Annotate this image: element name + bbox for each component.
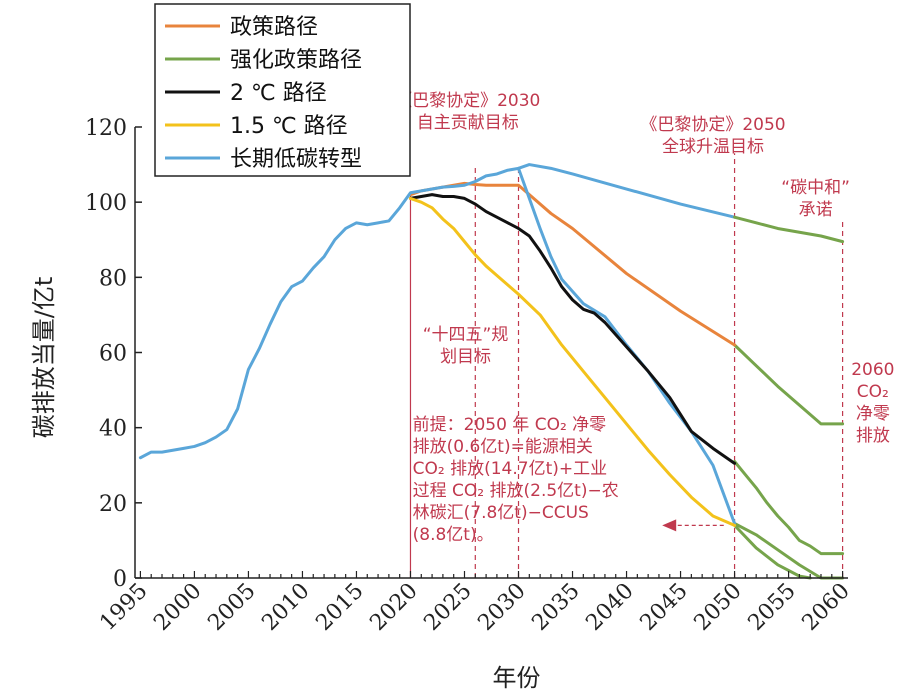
- legend-label-1: 强化政策路径: [230, 48, 362, 73]
- y-tick-label: 0: [113, 567, 127, 592]
- y-tick-label: 80: [99, 266, 127, 291]
- premise-arrow-head: [662, 519, 677, 532]
- y-tick-label: 60: [99, 342, 127, 367]
- y-tick-label: 40: [99, 417, 127, 442]
- series-line-0: [408, 181, 737, 347]
- x-tick-label: 2035: [527, 579, 584, 636]
- series-line-4: [138, 166, 737, 526]
- series-line-continuation-3: [733, 459, 845, 556]
- annotation-premise: 前提：2050 年 CO₂ 净零排放(0.6亿t)=能源相关 CO₂ 排放(14.…: [413, 415, 619, 545]
- x-tick-label: 2050: [690, 579, 747, 636]
- legend-label-2: 2 ℃ 路径: [230, 81, 327, 106]
- x-tick-label: 2040: [582, 579, 639, 636]
- legend-box: [154, 3, 411, 177]
- x-axis-title: 年份: [493, 664, 541, 692]
- y-axis-title: 碳排放当量/亿t: [30, 277, 58, 439]
- x-tick-label: 2015: [311, 579, 368, 636]
- x-tick-label: 2060: [798, 579, 855, 636]
- legend-label-4: 长期低碳转型: [230, 147, 362, 172]
- annotation-paris-2030: 《巴黎协定》2030 自主贡献目标: [395, 91, 540, 133]
- series-line-2: [408, 193, 737, 465]
- annotation-carbon-neutral: “碳中和”承诺: [781, 178, 850, 220]
- legend-label-3: 1.5 ℃ 路径: [230, 114, 348, 139]
- series-line-3: [408, 196, 737, 527]
- series-line-continuation-0: [517, 163, 737, 219]
- x-tick-label: 2025: [419, 579, 476, 636]
- annotation-14th-five-year: “十四五”规划目标: [423, 325, 509, 367]
- y-tick-label: 120: [85, 116, 127, 141]
- series-line-continuation-1: [733, 343, 845, 426]
- y-tick-label: 20: [99, 492, 127, 517]
- x-tick-label: 2010: [257, 579, 314, 636]
- x-tick-label: 2055: [744, 579, 801, 636]
- y-tick-label: 100: [85, 191, 127, 216]
- annotation-paris-2050: 《巴黎协定》2050 全球升温目标: [640, 115, 785, 157]
- x-tick-label: 2030: [473, 579, 530, 636]
- annotation-2060-net-zero: 2060 CO₂ 净零排放: [851, 360, 894, 446]
- series-line-1: [733, 215, 845, 244]
- legend-label-0: 政策路径: [230, 15, 318, 40]
- x-tick-label: 2045: [636, 579, 693, 636]
- x-tick-label: 2020: [365, 579, 422, 636]
- x-tick-label: 2005: [203, 579, 260, 636]
- series-line-continuation-4: [733, 523, 812, 580]
- x-tick-label: 2000: [149, 579, 206, 636]
